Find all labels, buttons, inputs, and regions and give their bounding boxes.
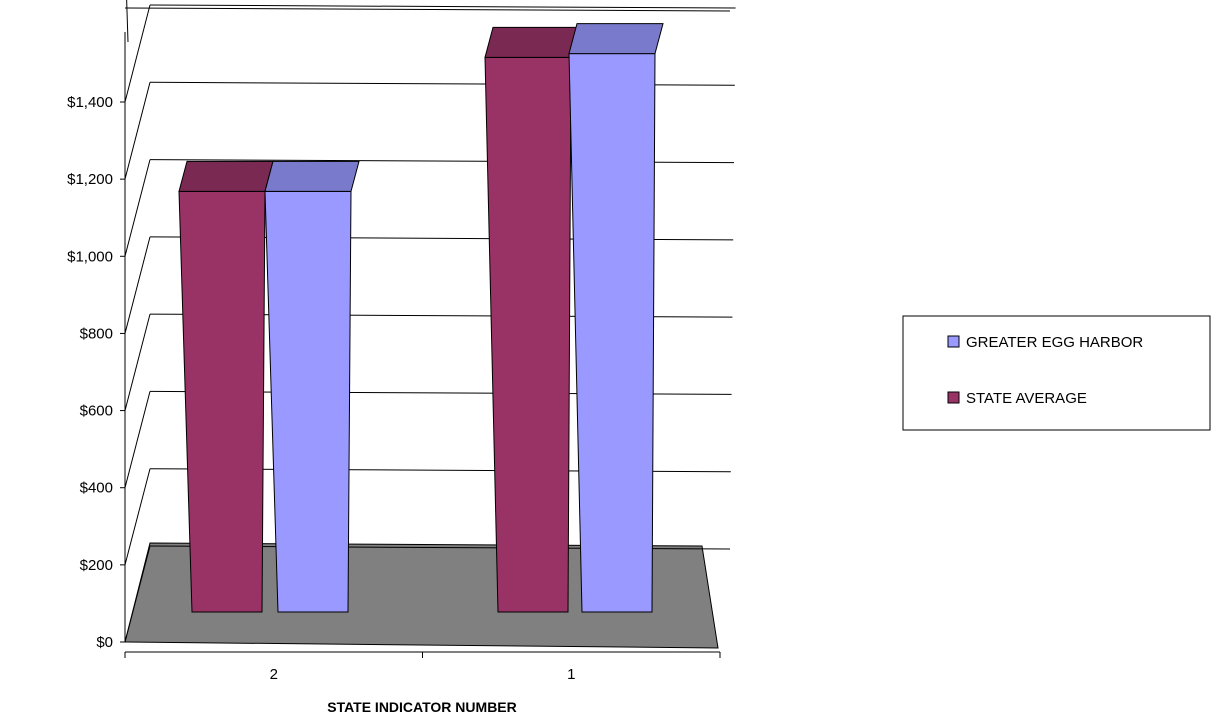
x-axis-title: STATE INDICATOR NUMBER — [327, 699, 517, 715]
side-wall-gridline — [124, 468, 151, 565]
bar-top-state-average-2 — [178, 160, 274, 192]
side-wall-gridline — [124, 545, 151, 643]
legend-label: STATE AVERAGE — [966, 390, 1087, 407]
bar-state-average-2 — [178, 190, 266, 613]
legend-box — [902, 315, 1211, 431]
bar-top-greater-egg-harbor-2 — [264, 160, 360, 192]
y-tick-label: $800 — [80, 325, 113, 342]
bar-state-average-1 — [484, 56, 572, 613]
side-wall-gridline — [124, 236, 151, 334]
side-wall-gridline — [126, 0, 129, 43]
side-wall-gridline — [124, 4, 151, 103]
y-tick-label: $200 — [80, 557, 113, 574]
y-tick-label: $1,200 — [67, 171, 113, 188]
y-tick-label: $400 — [80, 480, 113, 497]
y-tick-label: $1,400 — [67, 94, 113, 111]
bar-top-state-average-1 — [484, 26, 580, 58]
y-tick-label: $1,000 — [67, 248, 113, 265]
legend-swatch — [947, 391, 960, 404]
legend-swatch — [947, 335, 960, 348]
gridline — [124, 7, 731, 12]
side-wall-gridline — [124, 82, 151, 180]
gridline — [149, 4, 736, 9]
x-tick-label: 2 — [270, 666, 278, 683]
bar-top-greater-egg-harbor-1 — [568, 23, 664, 55]
y-tick-label: $0 — [96, 634, 113, 651]
side-wall-gridline — [124, 391, 151, 488]
bar-greater-egg-harbor-2 — [264, 190, 352, 613]
bar-greater-egg-harbor-1 — [568, 53, 656, 613]
y-tick-label: $600 — [80, 403, 113, 420]
legend-label: GREATER EGG HARBOR — [966, 334, 1143, 351]
x-tick-label: 1 — [567, 666, 575, 683]
side-wall-gridline — [124, 159, 151, 257]
side-wall-gridline — [124, 314, 151, 411]
